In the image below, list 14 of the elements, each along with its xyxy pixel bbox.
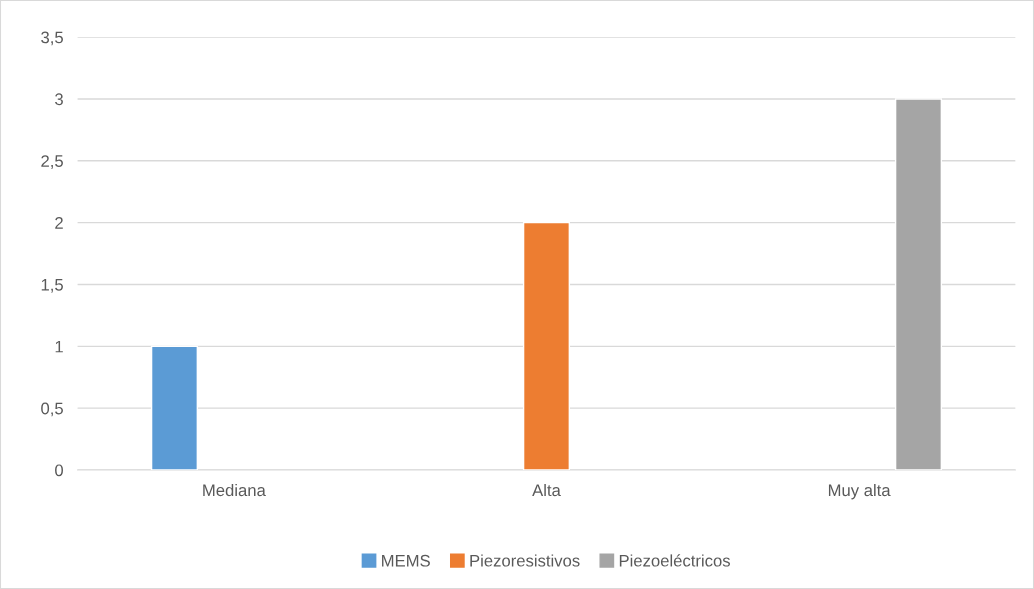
y-tick-label: 3 — [55, 93, 63, 106]
y-tick-label: 1,5 — [41, 279, 63, 293]
x-tick-label: Mediana — [203, 483, 266, 497]
y-tick-label: 3,5 — [41, 31, 63, 46]
y-tick-label: 1 — [55, 340, 63, 353]
x-tick-label: Alta — [532, 483, 561, 497]
legend-label: Piezoresistivos — [470, 554, 580, 567]
legend-label: MEMS — [382, 554, 430, 567]
y-tick-label: 2,5 — [41, 155, 63, 169]
y-tick-label: 2 — [55, 217, 63, 229]
legend-label: Piezoeléctricos — [619, 554, 730, 567]
y-tick-label: 0 — [55, 464, 64, 477]
y-tick-label: 0,5 — [41, 402, 63, 417]
x-tick-label: Muy alta — [828, 483, 891, 500]
